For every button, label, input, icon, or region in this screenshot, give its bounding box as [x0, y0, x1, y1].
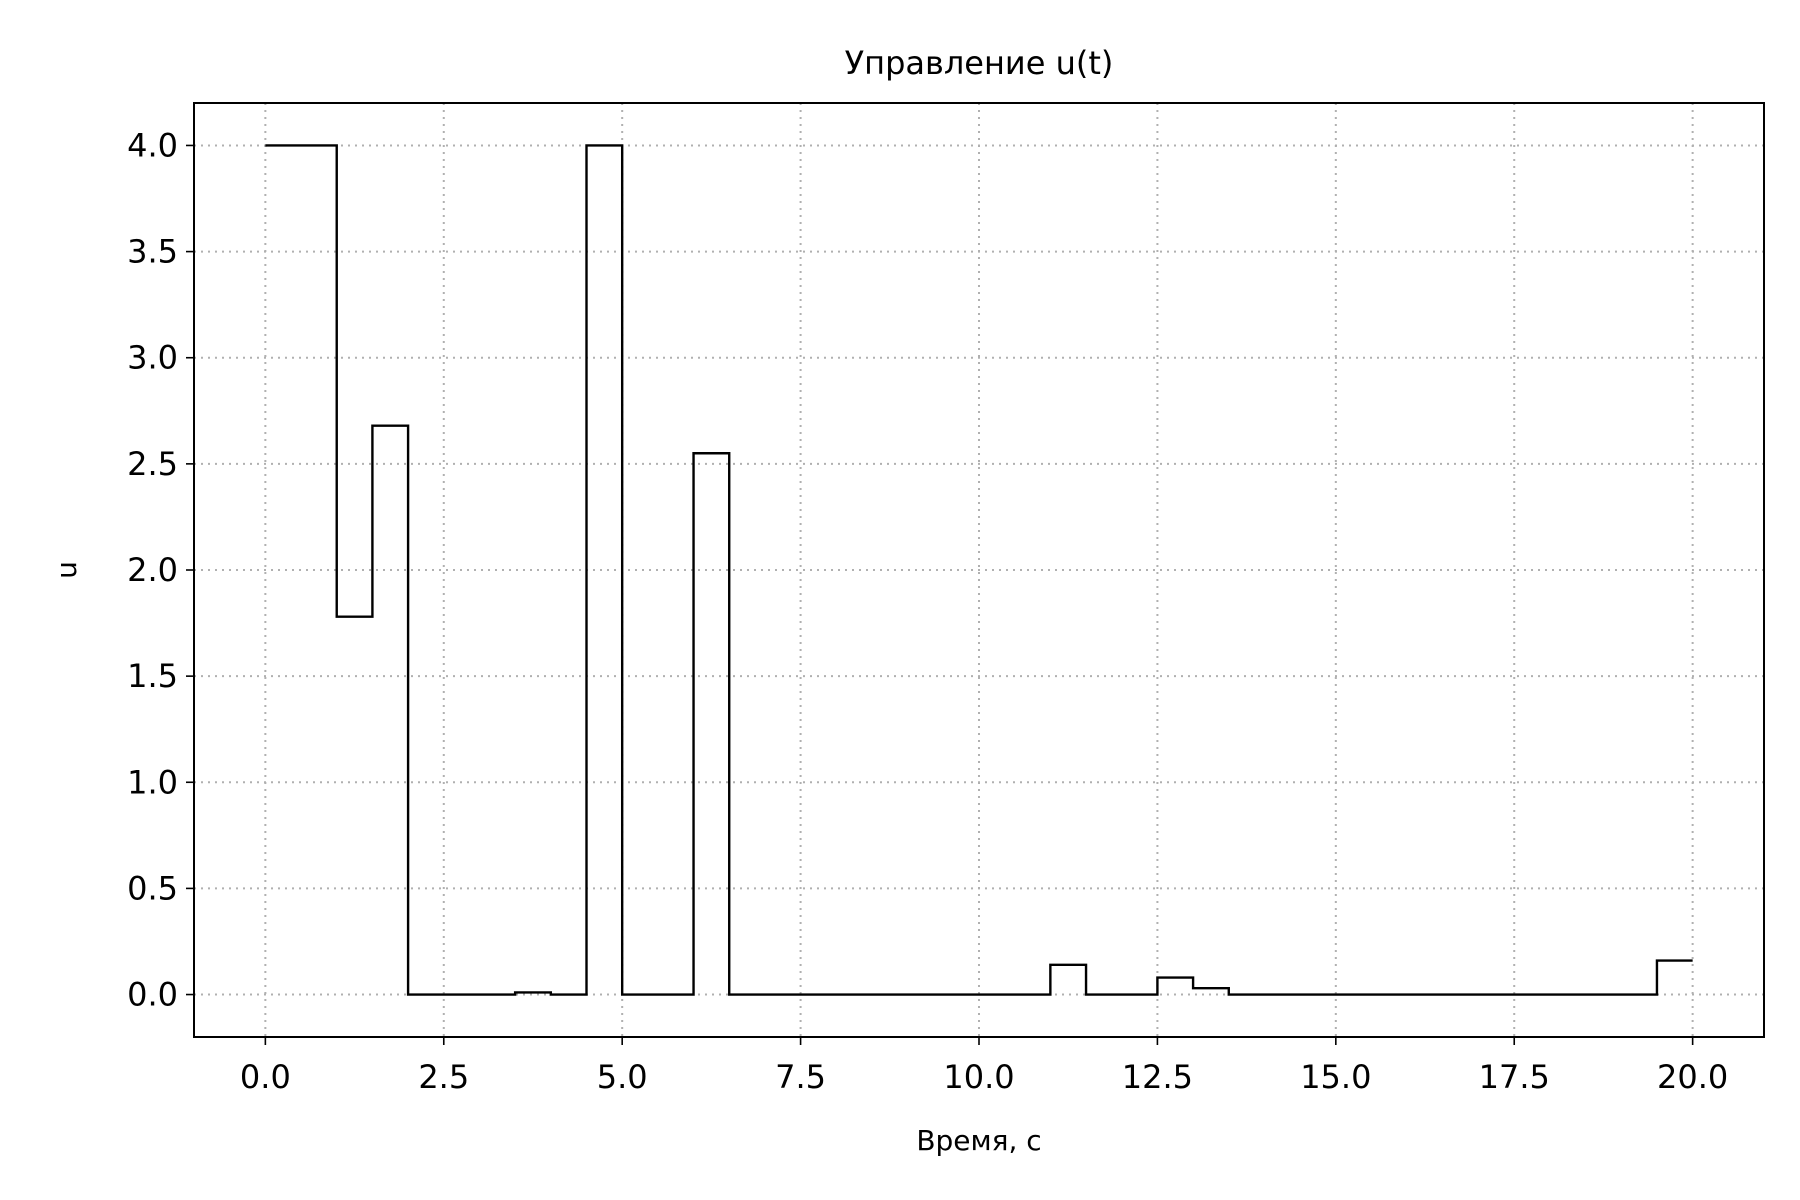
chart-title: Управление u(t)	[845, 44, 1114, 82]
x-tick-label: 15.0	[1300, 1058, 1371, 1096]
x-tick-label: 5.0	[597, 1058, 648, 1096]
x-tick-label: 0.0	[240, 1058, 291, 1096]
u-series-line	[265, 144, 1693, 996]
x-tick-label: 2.5	[418, 1058, 469, 1096]
y-tick-label: 1.0	[127, 763, 178, 801]
x-tick-label: 10.0	[943, 1058, 1014, 1096]
y-tick-label: 1.5	[127, 657, 178, 695]
x-tick-label: 20.0	[1657, 1058, 1728, 1096]
y-tick-label: 4.0	[127, 126, 178, 164]
x-tick-label: 17.5	[1479, 1058, 1550, 1096]
x-tick-label: 7.5	[775, 1058, 826, 1096]
y-tick-label: 3.0	[127, 339, 178, 377]
x-tick-label: 12.5	[1122, 1058, 1193, 1096]
y-tick-label: 2.5	[127, 445, 178, 483]
x-axis-label: Время, с	[916, 1124, 1041, 1157]
y-tick-label: 3.5	[127, 233, 178, 271]
y-tick-label: 0.0	[127, 976, 178, 1014]
y-axis-ticks: 0.0 0.5 1.0 1.5 2.0 2.5 3.0 3.5 4.0	[127, 126, 194, 1014]
x-axis-ticks: 0.0 2.5 5.0 7.5 10.0 12.5 15.0 17.5 20.0	[240, 1037, 1728, 1096]
y-axis-label: u	[50, 561, 83, 579]
y-tick-label: 0.5	[127, 869, 178, 907]
y-tick-label: 2.0	[127, 551, 178, 589]
series-layer	[265, 144, 1693, 996]
